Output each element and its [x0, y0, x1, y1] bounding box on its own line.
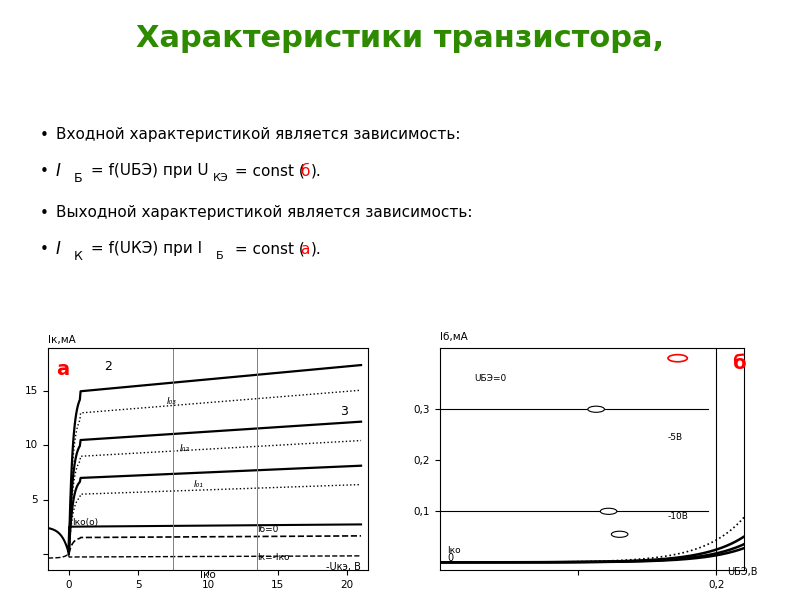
Text: а: а: [300, 241, 310, 257]
Text: 15: 15: [25, 386, 38, 397]
Text: = f(UКЭ) при I: = f(UКЭ) при I: [86, 241, 202, 257]
Text: I₀₁: I₀₁: [194, 479, 204, 488]
Text: I₀₂: I₀₂: [180, 444, 190, 453]
Text: UБЭ,В: UБЭ,В: [727, 567, 758, 577]
Circle shape: [588, 406, 605, 412]
Text: а: а: [56, 360, 69, 379]
Text: Iко: Iко: [200, 569, 216, 580]
Text: 2: 2: [104, 359, 111, 373]
Text: Б: Б: [74, 172, 82, 185]
Text: б: б: [300, 163, 310, 179]
Text: ).: ).: [311, 163, 322, 179]
Text: •: •: [40, 205, 49, 220]
Text: UБЭ=0: UБЭ=0: [474, 374, 506, 383]
Text: Б: Б: [216, 251, 224, 261]
Text: -Uкэ, В: -Uкэ, В: [326, 562, 361, 572]
Text: = const (: = const (: [230, 163, 305, 179]
Text: = f(UБЭ) при U: = f(UБЭ) при U: [86, 163, 209, 179]
Text: ).: ).: [311, 241, 322, 257]
Text: 5: 5: [32, 494, 38, 505]
Text: Iб,мА: Iб,мА: [440, 332, 468, 343]
Text: •: •: [40, 163, 49, 179]
Circle shape: [668, 355, 687, 362]
Text: Выходной характеристикой является зависимость:: Выходной характеристикой является зависи…: [56, 205, 473, 220]
Text: Входной характеристикой является зависимость:: Входной характеристикой является зависим…: [56, 127, 461, 142]
Text: К: К: [74, 250, 82, 263]
Text: I: I: [56, 162, 61, 180]
Text: Iб=0: Iб=0: [257, 525, 278, 534]
Text: I₀₃: I₀₃: [166, 397, 176, 406]
Text: •: •: [40, 241, 49, 257]
Text: -10В: -10В: [668, 512, 689, 521]
Text: I: I: [56, 240, 61, 258]
Text: 0: 0: [447, 553, 453, 563]
Text: 10: 10: [25, 440, 38, 451]
Text: Характеристики транзистора,: Характеристики транзистора,: [136, 24, 664, 53]
Text: Iк=-Iко: Iк=-Iко: [257, 553, 289, 562]
Text: б: б: [732, 354, 746, 373]
Text: -5В: -5В: [668, 433, 683, 442]
Text: 3: 3: [340, 405, 348, 418]
Text: •: •: [40, 127, 49, 142]
Circle shape: [611, 531, 628, 538]
Text: = const (: = const (: [230, 241, 305, 257]
Text: Iко: Iко: [447, 546, 461, 555]
Circle shape: [600, 508, 617, 514]
Text: Iко(о): Iко(о): [72, 518, 98, 527]
Text: Iк,мА: Iк,мА: [48, 335, 76, 344]
Text: КЭ: КЭ: [213, 173, 229, 183]
